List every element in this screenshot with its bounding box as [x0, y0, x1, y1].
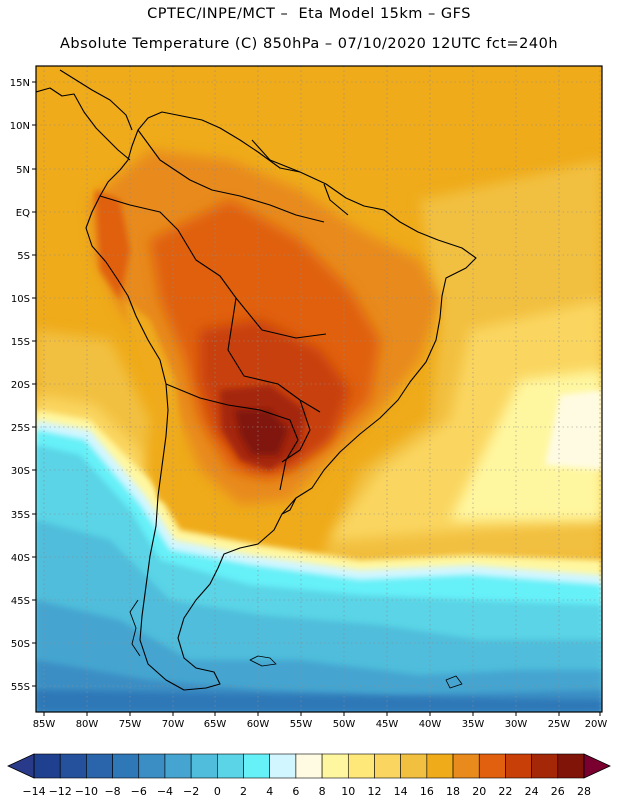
colorbar-label: −10	[75, 785, 98, 798]
lon-label: 65W	[204, 719, 227, 730]
lat-label: 15N	[10, 78, 30, 89]
lon-label: 40W	[419, 719, 442, 730]
colorbar-box	[269, 753, 297, 779]
lat-label: 10N	[10, 121, 30, 132]
lon-label: 75W	[119, 719, 142, 730]
lon-label: 60W	[247, 719, 270, 730]
lon-label: 70W	[162, 719, 185, 730]
colorbar-label: 24	[525, 785, 539, 798]
colorbar-box	[112, 753, 140, 779]
lat-label: 10S	[11, 294, 30, 305]
colorbar-label: −6	[131, 785, 147, 798]
lat-label: 35S	[11, 510, 30, 521]
colorbar-label: −2	[183, 785, 199, 798]
colorbar-boxes	[33, 753, 585, 779]
lon-label: 35W	[462, 719, 485, 730]
colorbar-label: −8	[104, 785, 120, 798]
colorbar-box	[190, 753, 218, 779]
colorbar-box	[217, 753, 244, 779]
colorbar-label: 4	[266, 785, 273, 798]
colorbar-label: −12	[49, 785, 72, 798]
colorbar-box	[374, 753, 401, 779]
lon-label: 80W	[76, 719, 99, 730]
colorbar-label: 2	[240, 785, 247, 798]
longitude-axis: 85W 80W 75W 70W 65W 60W 55W 50W 45W 40W …	[33, 712, 608, 730]
colorbar-label: 18	[446, 785, 460, 798]
latitude-axis: 15N 10N 5N EQ 5S 10S 15S 20S 25S 30S 35S…	[10, 78, 36, 693]
colorbar-box	[400, 753, 428, 779]
colorbar-label: 6	[292, 785, 299, 798]
colorbar-label: 0	[214, 785, 221, 798]
lat-label: 20S	[11, 380, 30, 391]
lat-label: 15S	[11, 337, 30, 348]
colorbar-label: 26	[551, 785, 565, 798]
colorbar-label: 10	[341, 785, 355, 798]
title-line-2: Absolute Temperature (C) 850hPa – 07/10/…	[59, 36, 559, 52]
colorbar-box	[557, 753, 585, 779]
lon-label: 30W	[505, 719, 528, 730]
colorbar-box	[321, 753, 349, 779]
colorbar-labels: −14 −12 −10 −8 −6 −4 −2 0 2 4 6 8 10 12 14 16 18 20 22 24 26…	[22, 785, 591, 798]
coastlines	[36, 69, 477, 691]
colorbar-box	[164, 753, 192, 779]
lat-label: 50S	[11, 639, 30, 650]
lon-label: 25W	[548, 719, 571, 730]
lon-label: 55W	[290, 719, 313, 730]
lat-label: EQ	[16, 208, 30, 219]
colorbar-box	[478, 753, 506, 779]
colorbar-box	[505, 753, 532, 779]
lat-label: 45S	[11, 596, 30, 607]
colorbar-box	[59, 753, 87, 779]
colorbar-label: 22	[498, 785, 512, 798]
lat-label: 40S	[11, 553, 30, 564]
temperature-field	[36, 66, 602, 712]
lon-label: 20W	[585, 719, 608, 730]
colorbar-box	[138, 753, 166, 779]
colorbar-label: −14	[22, 785, 45, 798]
colorbar-box	[347, 753, 375, 779]
lat-label: 55S	[11, 682, 30, 693]
lat-label: 25S	[11, 423, 30, 434]
colorbar-high-arrow	[583, 753, 611, 779]
lon-label: 45W	[376, 719, 399, 730]
colorbar-label: 8	[319, 785, 326, 798]
colorbar-label: 20	[472, 785, 486, 798]
lat-label: 5S	[17, 251, 30, 262]
colorbar-box	[33, 753, 61, 779]
colorbar-label: 12	[367, 785, 381, 798]
colorbar-label: 14	[394, 785, 408, 798]
colorbar-box	[295, 753, 323, 779]
colorbar-box	[452, 753, 480, 779]
colorbar-box	[243, 753, 271, 779]
colorbar-low-arrow	[7, 753, 35, 779]
lon-label: 85W	[33, 719, 56, 730]
map-frame	[35, 65, 603, 713]
colorbar-label: 28	[577, 785, 591, 798]
colorbar-label: 16	[420, 785, 434, 798]
lat-label: 5N	[16, 165, 30, 176]
title-line-1: CPTEC/INPE/MCT – Eta Model 15km – GFS	[147, 6, 471, 22]
colorbar-label: −4	[157, 785, 173, 798]
lon-label: 50W	[333, 719, 356, 730]
lat-label: 30S	[11, 466, 30, 477]
colorbar-box	[86, 753, 113, 779]
colorbar-box	[426, 753, 454, 779]
colorbar-box	[531, 753, 559, 779]
